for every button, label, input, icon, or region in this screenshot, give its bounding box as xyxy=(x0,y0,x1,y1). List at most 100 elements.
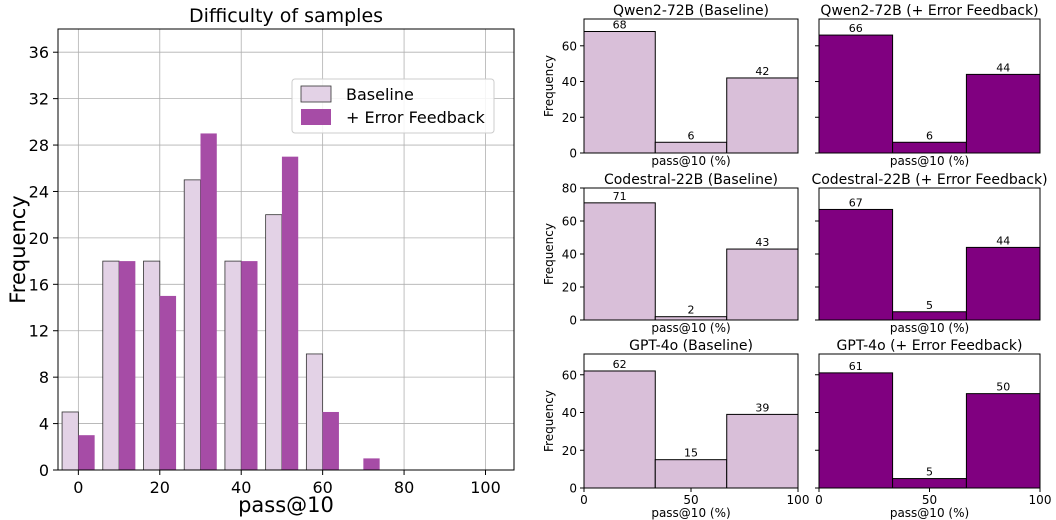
x-axis-label: pass@10 (%) xyxy=(890,154,969,168)
legend: Baseline + Error Feedback xyxy=(291,78,495,134)
main-chart: 0 20 40 60 80 100 0 4 8 12 16 20 24 28 32 36 Difficulty … xyxy=(6,5,515,517)
bar-value-label: 39 xyxy=(755,401,769,414)
subplot-title: GPT-4o (Baseline) xyxy=(629,338,753,354)
bar-value-label: 61 xyxy=(849,360,863,373)
bar-value-label: 2 xyxy=(688,304,695,317)
y-tick-label: 60 xyxy=(562,39,577,53)
x-tick-label: 50 xyxy=(683,493,698,507)
error-feedback-bar xyxy=(78,435,95,470)
subplot-title: Qwen2-72B (+ Error Feedback) xyxy=(820,3,1038,19)
bar-value-label: 5 xyxy=(926,299,933,312)
baseline-bar xyxy=(305,353,324,471)
y-tick-label: 16 xyxy=(29,275,49,294)
error-feedback-bar xyxy=(119,261,136,470)
bar-value-label: 6 xyxy=(688,129,695,142)
bar xyxy=(892,478,967,489)
x-tick-label: 50 xyxy=(922,493,937,507)
bar xyxy=(583,31,656,154)
bar xyxy=(654,141,728,154)
baseline-bar xyxy=(265,214,283,471)
baseline-bar xyxy=(143,260,161,471)
error-feedback-bar xyxy=(322,411,339,470)
bar xyxy=(965,393,1041,489)
y-tick-label: 0 xyxy=(569,314,577,328)
x-tick-label: 0 xyxy=(73,478,83,497)
y-tick-label: 36 xyxy=(29,43,49,62)
bar xyxy=(654,459,728,489)
bar-value-label: 67 xyxy=(849,196,863,209)
legend-label-baseline: Baseline xyxy=(346,85,414,104)
x-tick-label: 100 xyxy=(787,493,810,507)
y-tick-label: 28 xyxy=(29,136,49,155)
legend-swatch-baseline xyxy=(300,85,332,103)
bar-value-label: 5 xyxy=(926,466,933,479)
bar xyxy=(726,77,799,154)
x-tick-label: 80 xyxy=(394,478,414,497)
bar xyxy=(583,370,656,489)
bar-value-label: 6 xyxy=(926,129,933,142)
bar xyxy=(583,202,656,321)
y-tick-label: 20 xyxy=(562,281,577,295)
error-feedback-bar xyxy=(200,133,217,470)
y-axis-label: Frequency xyxy=(542,223,556,285)
subplot-title: Qwen2-72B (Baseline) xyxy=(613,3,769,19)
baseline-bar xyxy=(183,179,201,471)
error-feedback-bar xyxy=(281,156,299,470)
bar-value-label: 68 xyxy=(613,19,627,32)
baseline-bar xyxy=(224,260,242,471)
bar xyxy=(726,248,799,321)
plot-frame xyxy=(583,18,799,154)
y-tick-label: 24 xyxy=(29,182,49,201)
x-axis-label: pass@10 xyxy=(238,493,334,517)
subplot-3: 71 2 43 0 20 40 60 80 Codestral-22B (Baseline) pa… xyxy=(542,172,799,335)
y-tick-label: 0 xyxy=(569,147,577,161)
bar xyxy=(818,372,894,489)
x-tick-label: 40 xyxy=(231,478,251,497)
bar-value-label: 43 xyxy=(755,236,769,249)
x-axis-label: pass@10 (%) xyxy=(651,321,730,335)
y-tick-label: 80 xyxy=(562,182,577,196)
y-axis-label: Frequency xyxy=(6,195,30,304)
legend-swatch-error-feedback xyxy=(301,109,331,125)
y-tick-label: 40 xyxy=(562,75,577,89)
plot-frame xyxy=(818,18,1041,154)
subplot-title: Codestral-22B (+ Error Feedback) xyxy=(811,172,1047,188)
bar-value-label: 44 xyxy=(996,61,1010,74)
x-axis-label: pass@10 (%) xyxy=(890,321,969,335)
x-tick-label: 100 xyxy=(1029,493,1052,507)
x-axis-label: pass@10 (%) xyxy=(651,154,730,168)
x-tick-label: 0 xyxy=(815,493,823,507)
x-axis-label: pass@10 (%) xyxy=(890,506,969,520)
y-tick-label: 0 xyxy=(39,461,49,480)
baseline-bar xyxy=(102,260,120,471)
x-axis-label: pass@10 (%) xyxy=(651,506,730,520)
y-tick-label: 0 xyxy=(569,482,577,496)
y-tick-label: 40 xyxy=(562,406,577,420)
bar-value-label: 50 xyxy=(996,381,1010,394)
x-tick-label: 60 xyxy=(312,478,332,497)
y-tick-label: 20 xyxy=(562,444,577,458)
bar xyxy=(818,34,894,154)
error-feedback-bar xyxy=(159,295,177,470)
bar-value-label: 15 xyxy=(684,447,698,460)
y-tick-label: 20 xyxy=(29,229,49,248)
subplot-1: 68 6 42 0 20 40 60 Qwen2-72B (Baseline) pass@10 … xyxy=(542,3,799,168)
y-axis-label: Frequency xyxy=(542,55,556,117)
y-tick-label: 32 xyxy=(29,90,49,109)
y-tick-label: 12 xyxy=(29,322,49,341)
bar xyxy=(726,413,799,489)
chart-title: Difficulty of samples xyxy=(189,5,383,27)
baseline-bar xyxy=(61,411,79,471)
bar-value-label: 66 xyxy=(849,22,863,35)
bar xyxy=(892,141,967,154)
legend-box xyxy=(291,78,495,134)
error-feedback-bar xyxy=(241,261,258,470)
bar xyxy=(892,311,967,321)
bar xyxy=(965,246,1041,321)
x-tick-label: 0 xyxy=(580,493,588,507)
y-tick-label: 60 xyxy=(562,368,577,382)
x-tick-label: 20 xyxy=(150,478,170,497)
subplot-5: 62 15 39 0 20 40 60 0 50 100 GPT-4o (Baseline) pass… xyxy=(542,338,809,520)
x-tick-label: 100 xyxy=(470,478,501,497)
